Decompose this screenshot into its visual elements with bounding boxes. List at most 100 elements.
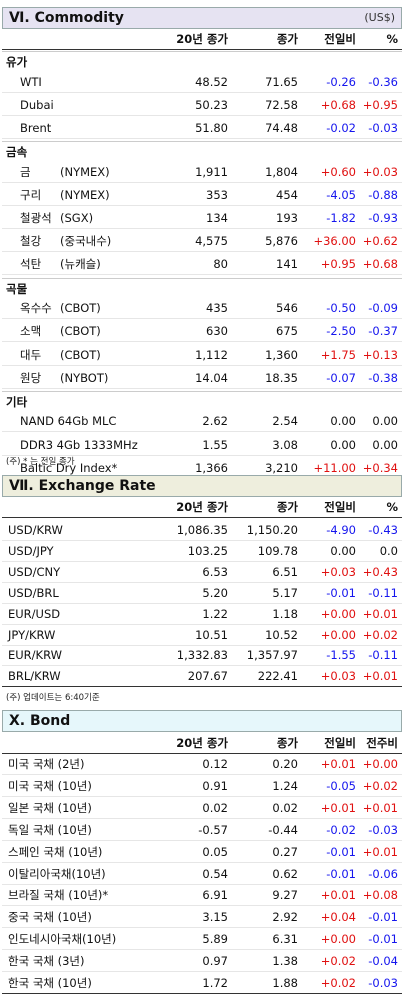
row-name: Dubai bbox=[20, 97, 54, 112]
column-header: 전일비 bbox=[324, 736, 356, 750]
row-name: NAND 64Gb MLC bbox=[20, 414, 117, 429]
row-name: 인도네시아국채(10년) bbox=[8, 932, 117, 947]
section-title: Ⅶ. Exchange Rate bbox=[9, 478, 156, 494]
table-row: 이탈리아국채(10년) 0.54 0.62 -0.01 -0.06 bbox=[2, 864, 402, 885]
value-pct: +0.02 bbox=[362, 627, 398, 642]
value-change: -1.55 bbox=[326, 648, 356, 663]
section-title: X. Bond bbox=[9, 713, 71, 729]
value-v20: 0.91 bbox=[202, 778, 228, 793]
row-name: USD/KRW bbox=[8, 523, 63, 537]
value-change: +0.01 bbox=[320, 800, 356, 815]
value-close: 1.24 bbox=[272, 778, 298, 793]
column-header: 종가 bbox=[276, 32, 298, 46]
value-change: +0.04 bbox=[320, 910, 356, 925]
row-name: 중국 국채 (10년) bbox=[8, 910, 92, 925]
value-change: -4.90 bbox=[326, 523, 356, 537]
value-close: 1.88 bbox=[272, 976, 298, 990]
value-change: 0.00 bbox=[330, 543, 356, 558]
column-header: 20년 종가 bbox=[176, 736, 228, 750]
value-change: +36.00 bbox=[313, 234, 356, 249]
value-change: +1.75 bbox=[320, 347, 356, 362]
row-name: EUR/USD bbox=[8, 606, 61, 621]
value-v20: 51.80 bbox=[195, 120, 228, 135]
row-name: 금 bbox=[20, 164, 31, 179]
table-row: NAND 64Gb MLC 2.62 2.54 0.00 0.00 bbox=[2, 411, 402, 433]
value-pct: +0.00 bbox=[362, 757, 398, 771]
column-header: % bbox=[386, 32, 398, 46]
column-header: 종가 bbox=[276, 500, 298, 514]
value-v20: 0.97 bbox=[202, 954, 228, 969]
table-row: 철강 (중국내수) 4,575 5,876 +36.00 +0.62 bbox=[2, 231, 402, 253]
row-name: JPY/KRW bbox=[8, 627, 56, 642]
value-change: +0.95 bbox=[320, 257, 356, 272]
column-header: % bbox=[386, 500, 398, 514]
value-change: +0.01 bbox=[320, 757, 356, 771]
value-pct: -0.03 bbox=[368, 120, 398, 135]
row-name: 대두 bbox=[20, 347, 42, 362]
table-row: 미국 국채 (2년) 0.12 0.20 +0.01 +0.00 bbox=[2, 754, 402, 775]
table-row: 소맥 (CBOT) 630 675 -2.50 -0.37 bbox=[2, 321, 402, 343]
value-pct: +0.43 bbox=[362, 564, 398, 579]
row-exchange: (CBOT) bbox=[60, 301, 101, 316]
value-pct: 0.00 bbox=[372, 414, 398, 429]
row-name: 브라질 국채 (10년)* bbox=[8, 888, 109, 903]
table-row: USD/JPY 103.25 109.78 0.00 0.0 bbox=[2, 541, 402, 562]
value-pct: -0.93 bbox=[368, 211, 398, 225]
row-name: 스페인 국채 (10년) bbox=[8, 844, 103, 859]
row-name: 일본 국채 (10년) bbox=[8, 800, 92, 815]
row-name: Brent bbox=[20, 120, 52, 135]
row-exchange: (중국내수) bbox=[60, 234, 112, 249]
row-name: DDR3 4Gb 1333MHz bbox=[20, 437, 138, 452]
row-exchange: (NYMEX) bbox=[60, 187, 110, 202]
value-v20: 1,332.83 bbox=[176, 648, 228, 663]
value-close: 193 bbox=[276, 211, 298, 225]
value-change: -0.01 bbox=[326, 844, 356, 859]
value-pct: +0.34 bbox=[362, 460, 398, 475]
value-v20: 4,575 bbox=[195, 234, 228, 249]
commodity-section-header: Ⅵ. Commodity (US$) bbox=[2, 7, 402, 29]
column-header: 20년 종가 bbox=[176, 500, 228, 514]
table-row: 스페인 국채 (10년) 0.05 0.27 -0.01 +0.01 bbox=[2, 842, 402, 863]
value-close: 5.17 bbox=[272, 585, 298, 600]
value-close: 141 bbox=[276, 257, 298, 272]
value-change: +0.68 bbox=[320, 97, 356, 112]
value-pct: -0.09 bbox=[368, 301, 398, 316]
value-pct: +0.01 bbox=[362, 606, 398, 621]
value-close: 5,876 bbox=[265, 234, 298, 249]
value-close: 109.78 bbox=[257, 543, 298, 558]
table-row: 옥수수 (CBOT) 435 546 -0.50 -0.09 bbox=[2, 298, 402, 320]
value-close: 2.54 bbox=[272, 414, 298, 429]
value-close: 546 bbox=[276, 301, 298, 316]
exchange-section-header: Ⅶ. Exchange Rate bbox=[2, 475, 402, 497]
value-close: 454 bbox=[276, 187, 298, 202]
value-change: -0.07 bbox=[326, 370, 356, 385]
table-row: 철광석 (SGX) 134 193 -1.82 -0.93 bbox=[2, 208, 402, 229]
row-name: 원당 bbox=[20, 370, 42, 385]
value-pct: +0.01 bbox=[362, 800, 398, 815]
column-header-row: 20년 종가 종가 전일비 전주비 bbox=[2, 733, 402, 754]
value-close: 0.62 bbox=[272, 866, 298, 881]
value-close: 71.65 bbox=[265, 74, 298, 89]
value-change: -0.02 bbox=[326, 120, 356, 135]
section-title: Ⅵ. Commodity bbox=[9, 10, 124, 26]
value-close: 10.52 bbox=[265, 627, 298, 642]
row-name: USD/JPY bbox=[8, 543, 54, 558]
row-exchange: (NYBOT) bbox=[60, 370, 109, 385]
row-exchange: (뉴캐슬) bbox=[60, 257, 101, 272]
row-name: 석탄 bbox=[20, 257, 42, 272]
value-pct: 0.00 bbox=[372, 437, 398, 452]
row-name: Baltic Dry Index* bbox=[20, 460, 118, 475]
table-row: 독일 국채 (10년) -0.57 -0.44 -0.02 -0.03 bbox=[2, 820, 402, 841]
row-name: 이탈리아국채(10년) bbox=[8, 866, 106, 881]
value-change: -4.05 bbox=[326, 187, 356, 202]
value-pct: -0.03 bbox=[368, 976, 398, 990]
value-close: 72.58 bbox=[265, 97, 298, 112]
row-name: 구리 bbox=[20, 187, 42, 202]
value-change: -0.02 bbox=[326, 822, 356, 837]
value-v20: 1.72 bbox=[202, 976, 228, 990]
value-change: +0.00 bbox=[320, 932, 356, 947]
group-label: 금속 bbox=[2, 141, 402, 162]
table-row: 원당 (NYBOT) 14.04 18.35 -0.07 -0.38 bbox=[2, 368, 402, 389]
value-change: +0.02 bbox=[320, 954, 356, 969]
table-row: 한국 국채 (10년) 1.72 1.88 +0.02 -0.03 bbox=[2, 973, 402, 994]
